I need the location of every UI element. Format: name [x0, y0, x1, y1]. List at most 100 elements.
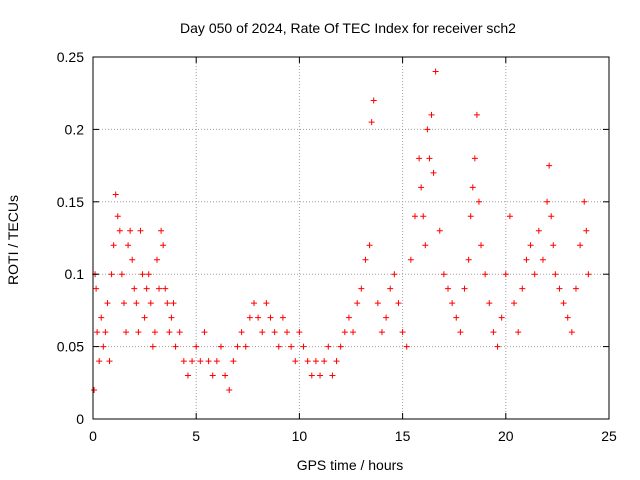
data-point — [473, 111, 480, 118]
data-point — [222, 372, 229, 379]
data-point — [469, 184, 476, 191]
data-point — [112, 191, 119, 198]
data-point — [259, 329, 266, 336]
data-point — [368, 119, 375, 126]
data-point — [98, 314, 105, 321]
data-point — [158, 227, 165, 234]
data-point — [577, 242, 584, 249]
data-point — [403, 343, 410, 350]
data-point — [556, 285, 563, 292]
data-point — [125, 242, 132, 249]
data-point — [143, 285, 150, 292]
data-point — [284, 329, 291, 336]
x-axis-label: GPS time / hours — [297, 457, 404, 473]
x-tick-label: 15 — [395, 428, 411, 444]
data-point — [387, 285, 394, 292]
data-point — [453, 314, 460, 321]
data-point — [102, 329, 109, 336]
data-point — [329, 372, 336, 379]
data-point — [209, 372, 216, 379]
data-point — [519, 285, 526, 292]
data-point — [118, 271, 125, 278]
data-point — [176, 329, 183, 336]
grid-lines — [93, 57, 609, 419]
data-point — [127, 227, 134, 234]
data-point — [345, 314, 352, 321]
data-point — [449, 300, 456, 307]
data-point — [502, 271, 509, 278]
data-point — [527, 242, 534, 249]
data-point — [391, 271, 398, 278]
data-point — [333, 358, 340, 365]
data-point — [145, 271, 152, 278]
data-point — [506, 213, 513, 220]
data-point — [583, 227, 590, 234]
data-point — [275, 343, 282, 350]
data-point — [168, 314, 175, 321]
data-point — [422, 242, 429, 249]
data-point — [120, 300, 127, 307]
data-point — [255, 314, 262, 321]
data-point — [94, 329, 101, 336]
data-point — [321, 358, 328, 365]
data-point — [440, 271, 447, 278]
x-tick-label: 20 — [498, 428, 514, 444]
data-point — [560, 300, 567, 307]
data-point — [160, 242, 167, 249]
data-point — [350, 329, 357, 336]
x-tick-label: 5 — [192, 428, 200, 444]
data-point — [426, 155, 433, 162]
data-point — [226, 387, 233, 394]
chart-title: Day 050 of 2024, Rate Of TEC Index for r… — [180, 20, 516, 36]
data-point — [564, 314, 571, 321]
data-point — [271, 329, 278, 336]
data-point — [424, 126, 431, 133]
data-point — [189, 358, 196, 365]
data-point — [197, 358, 204, 365]
data-point — [151, 329, 158, 336]
data-point — [106, 358, 113, 365]
data-point — [263, 300, 270, 307]
data-point — [166, 329, 173, 336]
data-point — [478, 242, 485, 249]
data-point — [114, 213, 121, 220]
y-axis-label: ROTI / TECUs — [5, 195, 21, 285]
data-point — [213, 358, 220, 365]
data-point — [129, 256, 136, 263]
y-tick-label: 0.15 — [57, 194, 84, 210]
y-tick-label: 0 — [76, 411, 84, 427]
data-point — [304, 358, 311, 365]
data-point — [201, 329, 208, 336]
y-tick-label: 0.2 — [65, 121, 85, 137]
data-point — [172, 343, 179, 350]
data-point — [467, 213, 474, 220]
data-point — [288, 343, 295, 350]
data-point — [523, 256, 530, 263]
data-point — [123, 329, 130, 336]
data-point — [279, 314, 286, 321]
data-point — [217, 343, 224, 350]
data-point — [139, 271, 146, 278]
data-point — [91, 387, 98, 394]
data-point — [238, 329, 245, 336]
data-point — [490, 329, 497, 336]
data-point — [242, 343, 249, 350]
data-point — [337, 343, 344, 350]
data-point — [585, 271, 592, 278]
data-point — [494, 343, 501, 350]
data-point — [416, 155, 423, 162]
data-point — [137, 227, 144, 234]
data-point — [366, 242, 373, 249]
data-point — [149, 343, 156, 350]
data-point — [531, 271, 538, 278]
x-tick-label: 10 — [292, 428, 308, 444]
data-point — [135, 329, 142, 336]
data-point — [486, 300, 493, 307]
data-point — [317, 372, 324, 379]
data-point — [133, 300, 140, 307]
data-point — [457, 329, 464, 336]
data-point — [170, 300, 177, 307]
data-point — [581, 198, 588, 205]
plot-frame — [92, 56, 610, 420]
